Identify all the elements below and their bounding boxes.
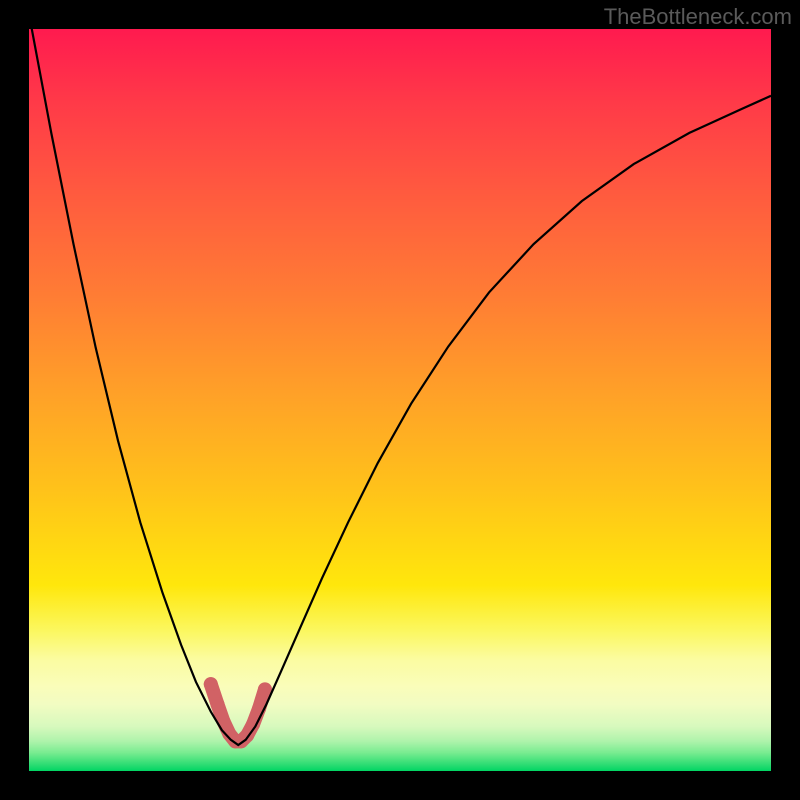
chart-svg-layer [29, 29, 771, 771]
chart-plot-area [29, 29, 771, 771]
highlight-dot [210, 697, 224, 711]
highlight-dot [204, 677, 218, 691]
watermark-text: TheBottleneck.com [604, 4, 792, 30]
bottleneck-curve [29, 29, 771, 745]
